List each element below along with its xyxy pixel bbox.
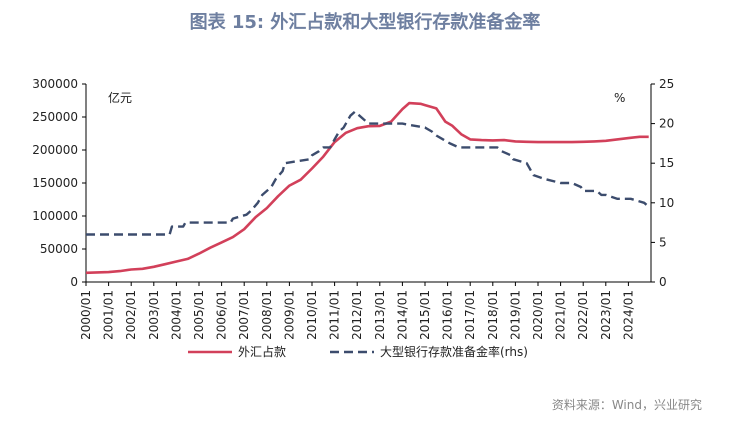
reserve-ratio-line — [86, 110, 650, 236]
x-tick-label: 2014/01 — [395, 290, 409, 340]
left-y-tick-label: 150000 — [32, 176, 78, 190]
x-tick-label: 2005/01 — [192, 290, 206, 340]
x-tick-label: 2003/01 — [147, 290, 161, 340]
x-tick-label: 2001/01 — [102, 290, 116, 340]
x-tick-label: 2019/01 — [508, 290, 522, 340]
x-tick-label: 2013/01 — [373, 290, 387, 340]
fx-reserves-line — [85, 101, 649, 275]
x-tick-label: 2009/01 — [282, 290, 296, 340]
legend-label-fx-reserves: 外汇占款 — [238, 344, 286, 359]
axes-layer: 0 50000 100000 150000 200000 250000 300000 0 5 10… — [32, 77, 674, 340]
left-y-tick-label: 50000 — [40, 242, 78, 256]
x-tick-label: 2024/01 — [621, 290, 635, 340]
x-tick-label: 2020/01 — [531, 290, 545, 340]
right-y-tick-label: 10 — [659, 196, 674, 210]
x-tick-label: 2023/01 — [599, 290, 613, 340]
right-y-tick-label: 25 — [659, 77, 674, 91]
x-tick-label: 2022/01 — [576, 290, 590, 340]
x-tick-label: 2011/01 — [328, 290, 342, 340]
left-y-tick-label: 0 — [70, 275, 78, 289]
legend-label-reserve-ratio: 大型银行存款准备金率(rhs) — [380, 344, 528, 359]
chart-source: 资料来源：Wind，兴业研究 — [551, 398, 702, 412]
x-tick-label: 2012/01 — [350, 290, 364, 340]
x-tick-label: 2021/01 — [554, 290, 568, 340]
left-y-tick-label: 300000 — [32, 77, 78, 91]
legend: 外汇占款 大型银行存款准备金率(rhs) — [188, 344, 528, 359]
x-tick-label: 2002/01 — [124, 290, 138, 340]
right-unit-label: % — [614, 91, 625, 105]
chart-title: 图表 15: 外汇占款和大型银行存款准备金率 — [189, 12, 541, 33]
x-tick-label: 2015/01 — [418, 290, 432, 340]
right-y-tick-label: 5 — [659, 235, 667, 249]
x-tick-label: 2006/01 — [215, 290, 229, 340]
right-y-tick-label: 15 — [659, 156, 674, 170]
x-tick-label: 2004/01 — [169, 290, 183, 340]
series-layer — [85, 101, 650, 275]
x-tick-label: 2008/01 — [260, 290, 274, 340]
x-tick-label: 2010/01 — [305, 290, 319, 340]
left-y-tick-label: 100000 — [32, 209, 78, 223]
x-tick-label: 2018/01 — [486, 290, 500, 340]
left-y-tick-label: 250000 — [32, 110, 78, 124]
x-tick-label: 2017/01 — [463, 290, 477, 340]
right-y-tick-label: 0 — [659, 275, 667, 289]
left-y-tick-label: 200000 — [32, 143, 78, 157]
x-tick-label: 2016/01 — [441, 290, 455, 340]
right-y-tick-label: 20 — [659, 117, 674, 131]
left-unit-label: 亿元 — [108, 90, 132, 105]
x-tick-label: 2007/01 — [237, 290, 251, 340]
x-tick-label: 2000/01 — [79, 290, 93, 340]
